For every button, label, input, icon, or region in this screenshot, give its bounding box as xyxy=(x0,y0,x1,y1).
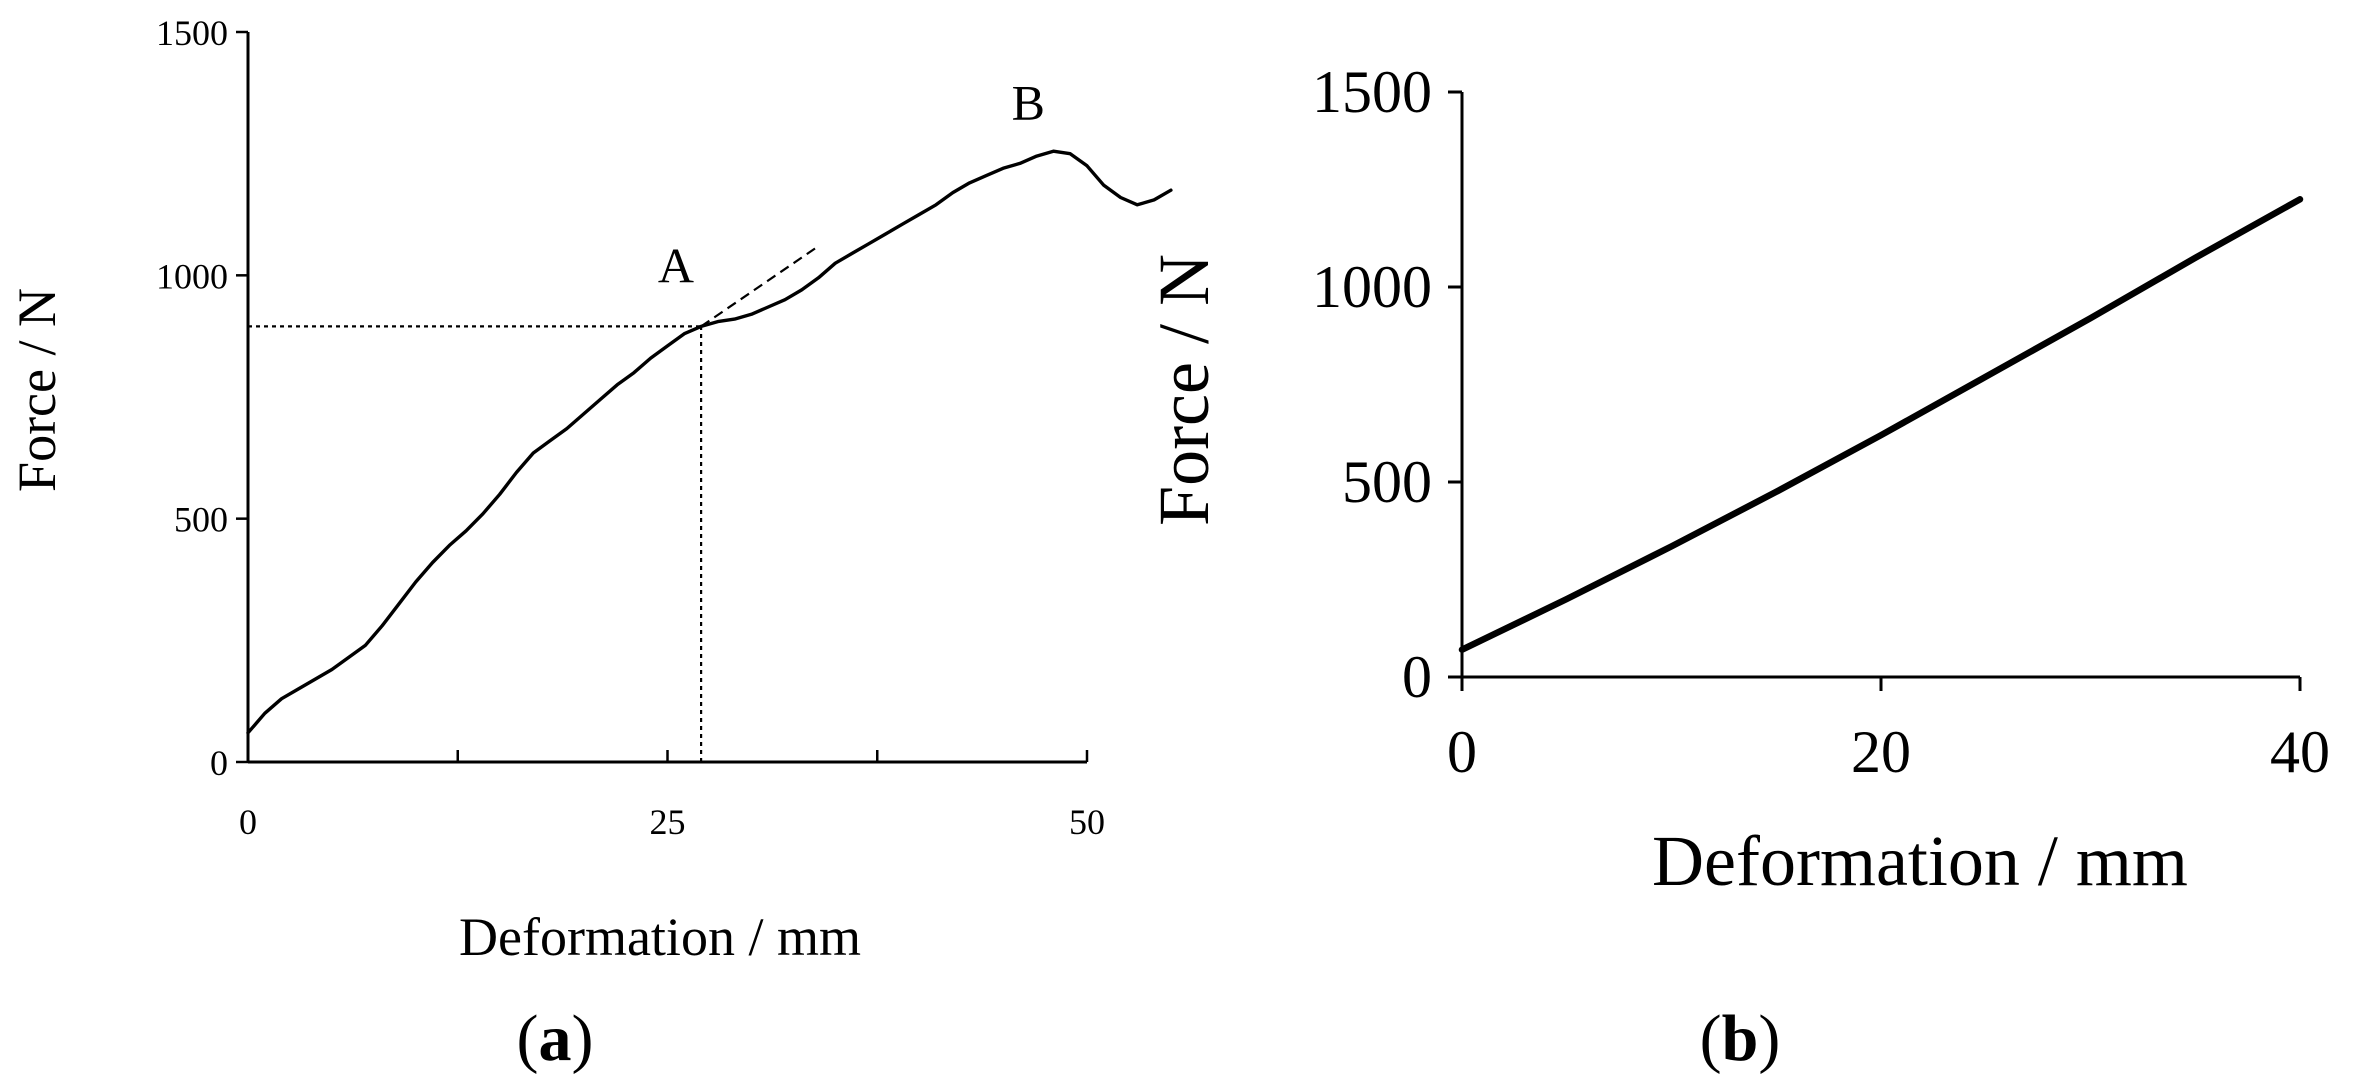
chart-a-series xyxy=(246,149,1173,735)
chart-a-y-axis-label: Force / N xyxy=(7,288,67,492)
chart-a-reference-line xyxy=(700,245,820,328)
chart-b-series-line xyxy=(1458,196,2304,653)
chart-b-y-tick-label: 1500 xyxy=(1312,59,1432,125)
chart-a-annotations: AB xyxy=(658,75,1045,294)
chart-b-y-tick-label: 500 xyxy=(1342,449,1432,515)
chart-a-y-tick-label: 1000 xyxy=(156,256,228,296)
chart-b-x-tick-label: 0 xyxy=(1447,719,1477,785)
chart-b-y-axis-label: Force / N xyxy=(1144,254,1224,526)
chart-a-y-tick-label: 1500 xyxy=(156,13,228,53)
chart-b-ticks: 0 20 40 0 500 1000 1500 xyxy=(1312,59,2330,785)
chart-a-x-tick-label: 25 xyxy=(650,802,686,842)
chart-b-x-tick-label: 40 xyxy=(2270,719,2330,785)
chart-a-axes xyxy=(246,32,1087,764)
chart-a-series-line xyxy=(246,149,1173,735)
chart-b-y-tick-label: 1000 xyxy=(1312,254,1432,320)
chart-a-x-tick-label: 50 xyxy=(1069,802,1105,842)
chart-b-series xyxy=(1458,196,2304,653)
chart-b-y-tick-label: 0 xyxy=(1402,644,1432,710)
chart-b-x-axis-label: Deformation / mm xyxy=(1652,821,2188,901)
panel-label-b: (b) xyxy=(1700,1002,1781,1075)
panel-label-a: (a) xyxy=(517,1002,594,1075)
chart-a-y-tick-label: 0 xyxy=(210,743,228,783)
chart-a-annotation-b: B xyxy=(1012,75,1045,131)
chart-a-annotation-a: A xyxy=(658,238,694,294)
chart-a-x-tick-label: 0 xyxy=(239,802,257,842)
chart-panel-b: 0 20 40 0 500 1000 1500 Deformation / mm Force… xyxy=(1144,59,2330,1075)
chart-a-reference-lines xyxy=(248,245,820,762)
chart-b-x-tick-label: 20 xyxy=(1851,719,1911,785)
chart-a-x-axis-label: Deformation / mm xyxy=(459,907,861,967)
chart-a-y-tick-label: 500 xyxy=(174,500,228,540)
